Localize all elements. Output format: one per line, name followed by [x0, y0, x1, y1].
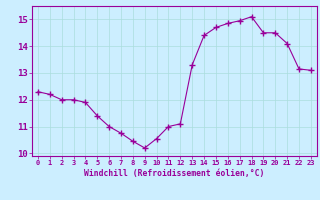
X-axis label: Windchill (Refroidissement éolien,°C): Windchill (Refroidissement éolien,°C) — [84, 169, 265, 178]
